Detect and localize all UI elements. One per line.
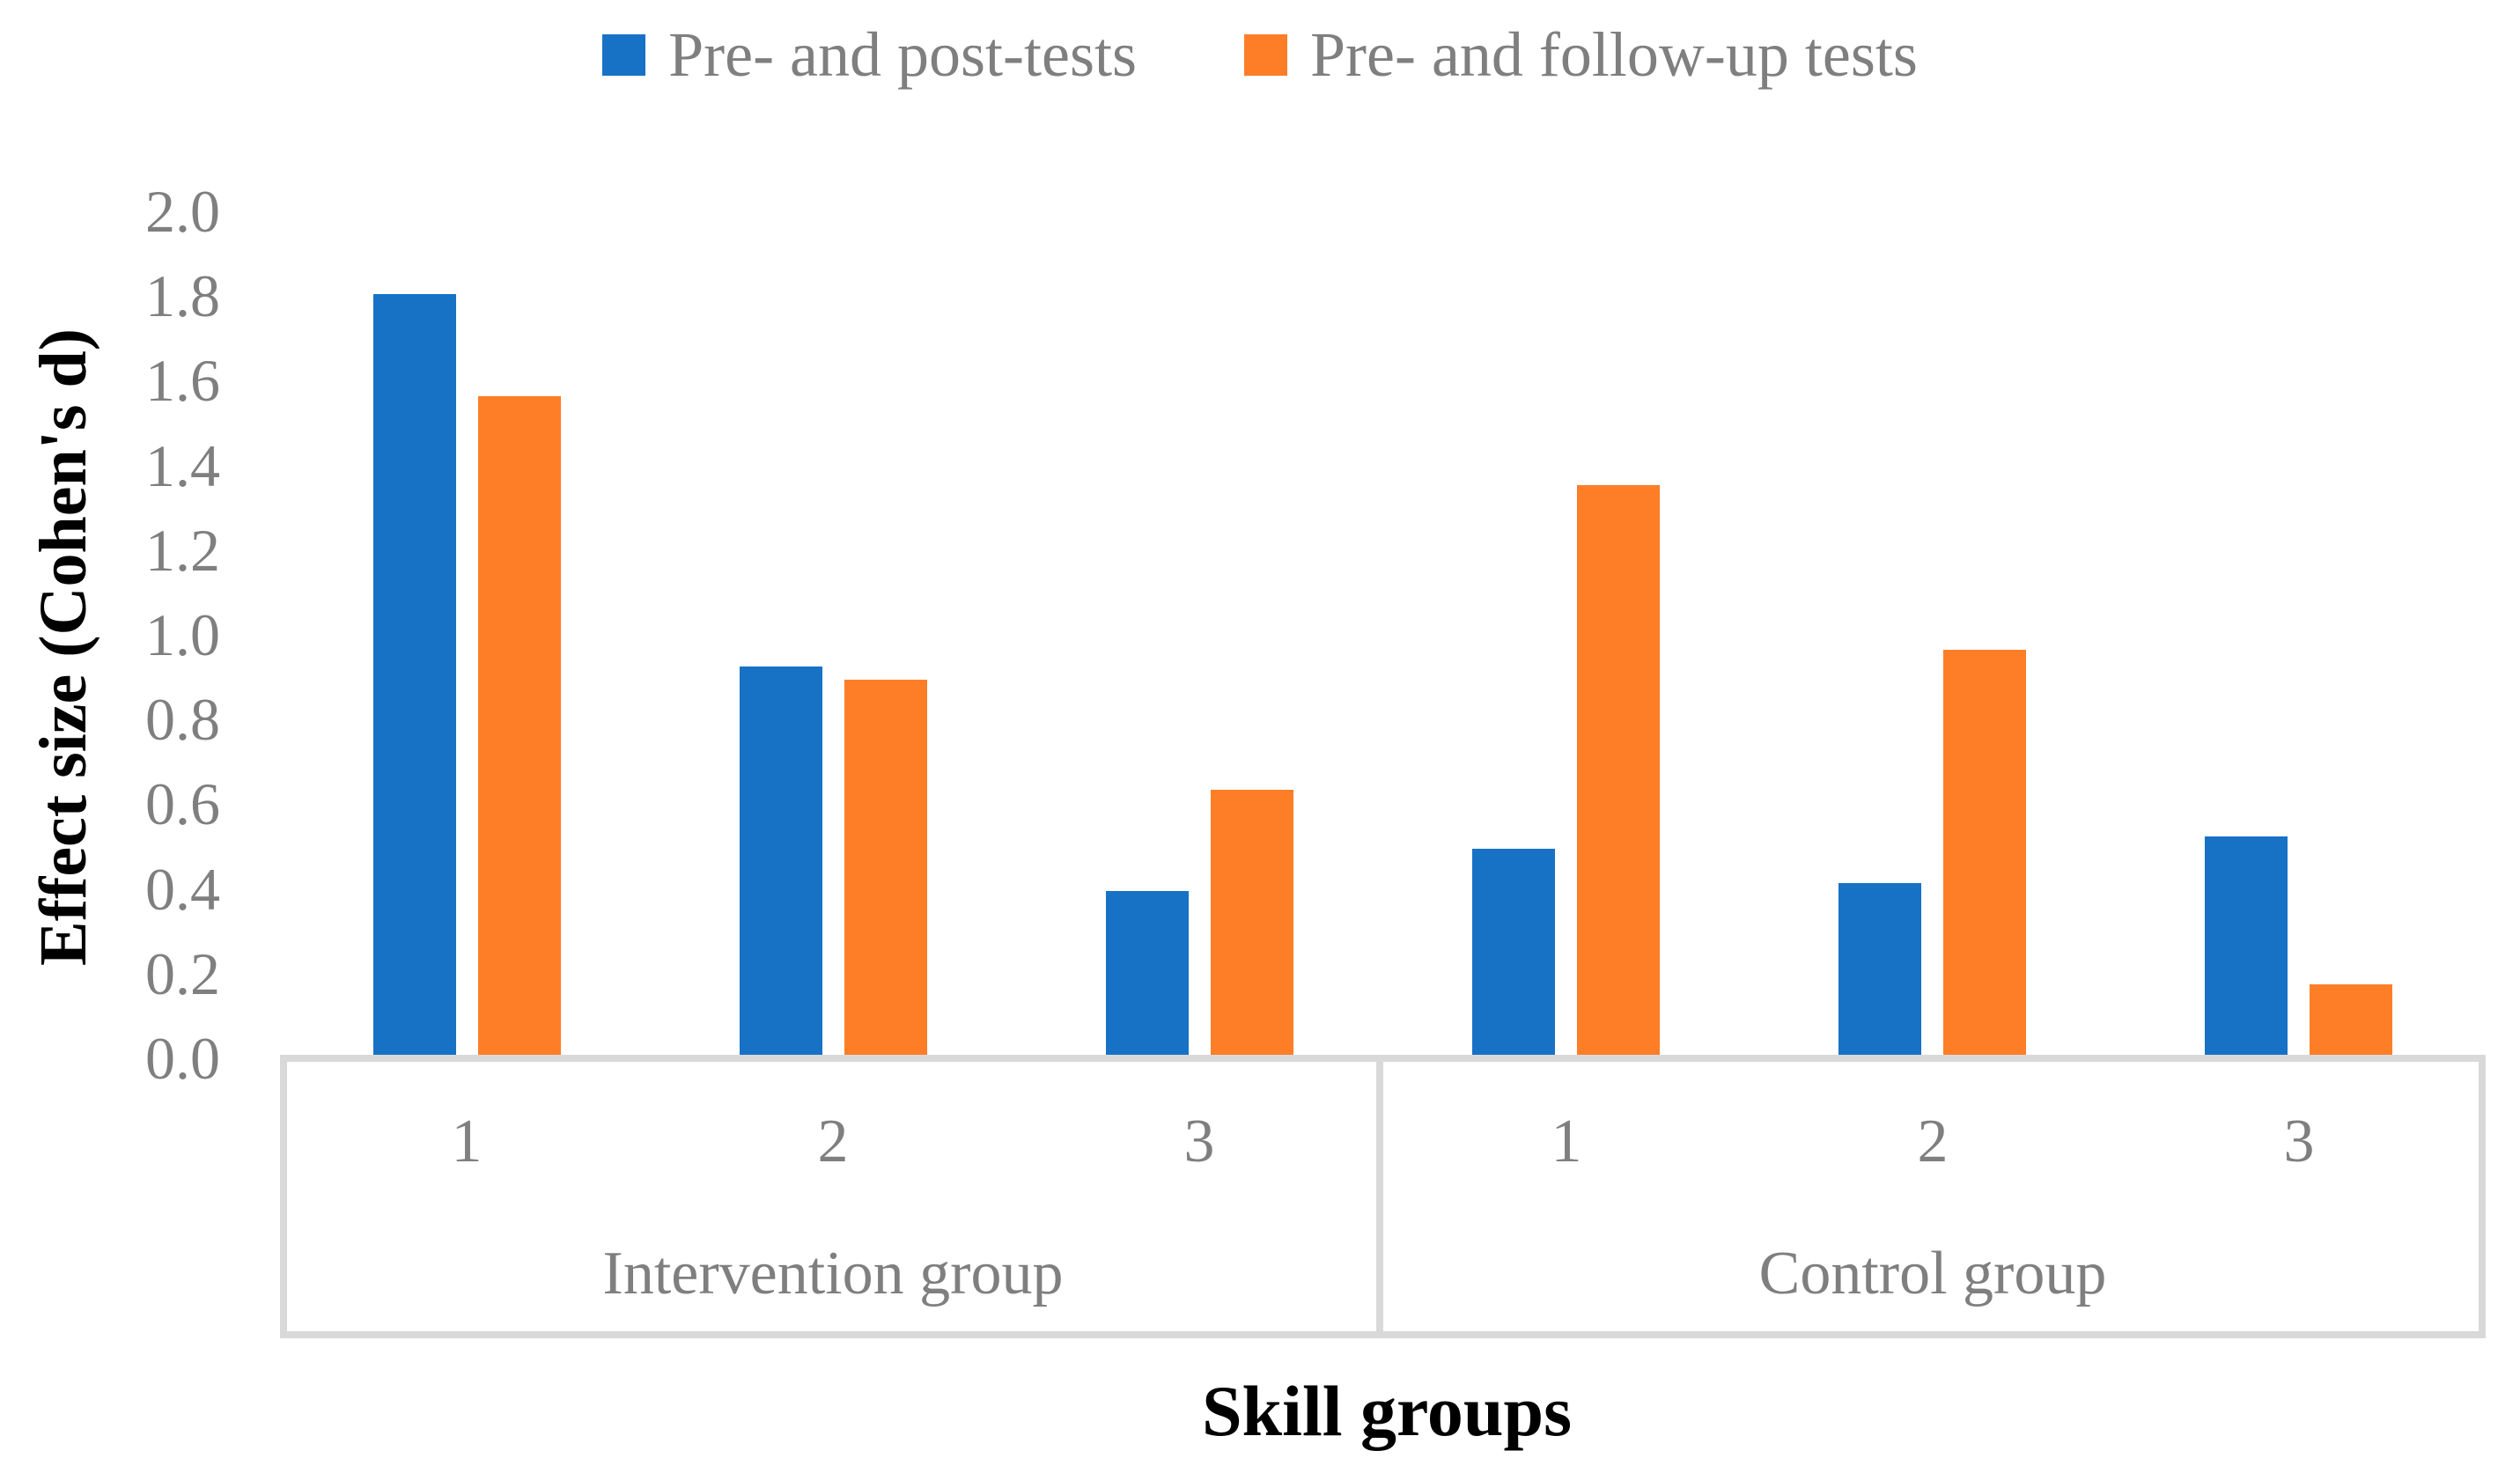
bar-series-1-group-6 [2205,836,2288,1057]
category-box-divider-line [1376,1055,1383,1338]
bar-series-2-group-6 [2310,984,2392,1057]
category-box-right-line [2479,1055,2486,1338]
bar-series-1-group-5 [1838,883,1921,1057]
bar-series-2-group-3 [1211,790,1293,1057]
y-tick-label: 0.2 [145,939,220,1007]
legend: Pre- and post-tests Pre- and follow-up t… [0,23,2520,86]
bar-series-2-group-4 [1577,485,1660,1057]
y-tick-label: 0.4 [145,855,220,923]
y-tick-label: 1.6 [145,347,220,415]
y-tick-label: 2.0 [145,178,220,245]
category-label: 3 [1183,1108,1215,1175]
legend-item-pre-post: Pre- and post-tests [602,23,1137,86]
y-tick-label: 1.0 [145,601,220,668]
legend-item-pre-followup: Pre- and follow-up tests [1244,23,1918,86]
legend-label-pre-post: Pre- and post-tests [668,19,1138,90]
bar-series-2-group-1 [478,396,561,1057]
y-tick-label: 0.0 [145,1025,220,1092]
category-label: 2 [1917,1108,1949,1175]
bar-series-2-group-5 [1943,650,2026,1057]
y-tick-label: 0.8 [145,686,220,754]
bar-series-2-group-2 [844,680,927,1057]
bar-series-1-group-3 [1106,891,1189,1057]
group-label-control: Control group [1758,1240,2107,1307]
legend-label-pre-followup: Pre- and follow-up tests [1310,19,1918,90]
bar-series-1-group-4 [1472,849,1555,1057]
group-label-intervention: Intervention group [602,1240,1064,1307]
category-box-left-line [280,1055,287,1338]
y-tick-label: 0.6 [145,770,220,838]
bar-series-1-group-2 [740,667,822,1057]
legend-swatch-pre-followup-icon [1244,33,1288,76]
category-label: 2 [817,1108,849,1175]
bar-series-1-group-1 [373,294,456,1057]
y-tick-label: 1.2 [145,516,220,584]
category-label: 1 [451,1108,483,1175]
legend-swatch-pre-post-icon [602,33,646,76]
x-axis-title: Skill groups [1201,1371,1573,1451]
y-tick-label: 1.8 [145,262,220,330]
y-tick-label: 1.4 [145,431,220,499]
category-label: 3 [2283,1108,2315,1175]
category-label: 1 [1551,1108,1582,1175]
